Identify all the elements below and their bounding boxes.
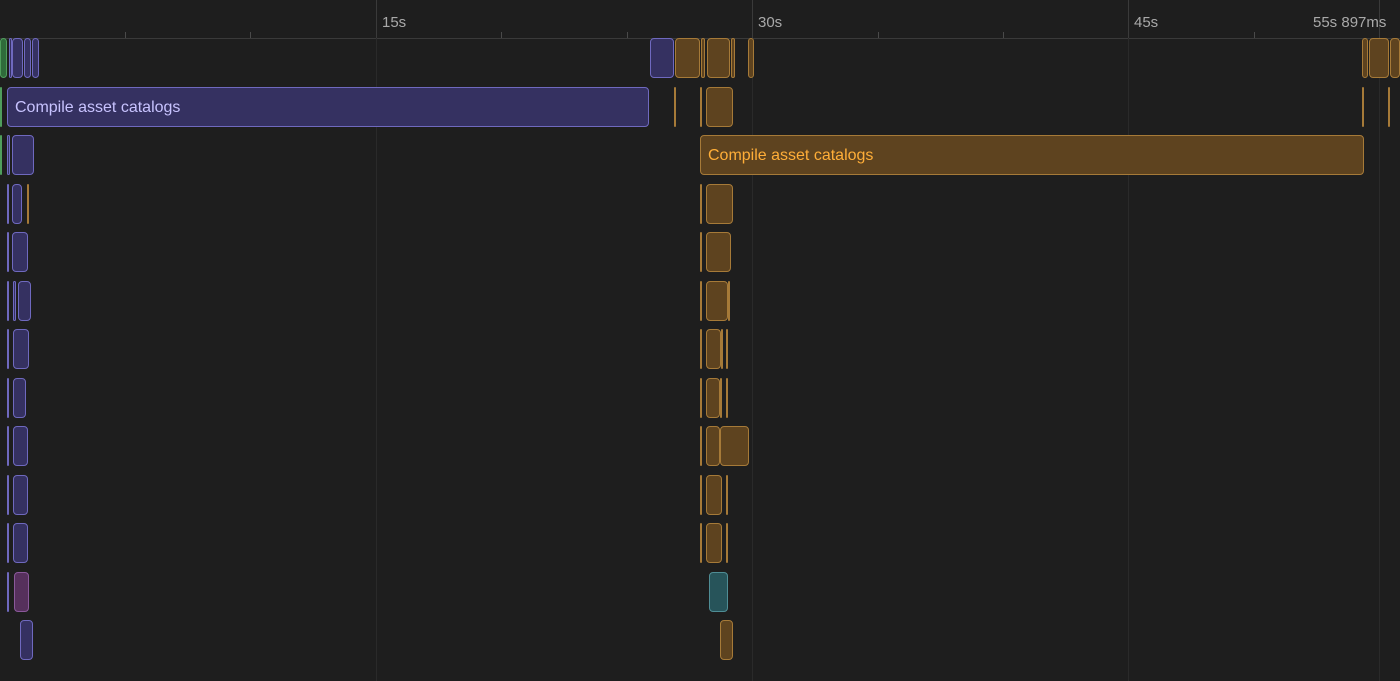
task-bar[interactable] — [720, 426, 749, 466]
task-bar[interactable] — [32, 38, 39, 78]
grid-line — [1128, 38, 1129, 681]
ruler-minor-tick — [250, 32, 251, 38]
task-bar[interactable] — [7, 329, 9, 369]
ruler-minor-tick — [878, 32, 879, 38]
task-bar[interactable] — [650, 38, 674, 78]
ruler-major-tick — [752, 0, 753, 38]
task-bar[interactable] — [12, 184, 22, 224]
task-bar[interactable] — [13, 281, 16, 321]
ruler-minor-tick — [1003, 32, 1004, 38]
task-bar[interactable] — [0, 135, 2, 175]
task-bar[interactable] — [1362, 38, 1368, 78]
task-bar[interactable] — [707, 38, 730, 78]
ruler-label-end: 55s 897ms — [1313, 14, 1387, 31]
task-bar[interactable] — [706, 523, 722, 563]
task-bar[interactable] — [12, 232, 28, 272]
ruler-minor-tick — [501, 32, 502, 38]
task-bar[interactable] — [706, 378, 720, 418]
task-bar[interactable] — [13, 475, 28, 515]
task-bar[interactable] — [706, 87, 733, 127]
task-bar[interactable] — [1388, 87, 1390, 127]
task-bar[interactable] — [7, 426, 9, 466]
task-bar[interactable] — [13, 378, 26, 418]
task-bar[interactable] — [7, 378, 9, 418]
task-bar[interactable] — [7, 475, 9, 515]
task-bar[interactable] — [7, 135, 10, 175]
task-bar[interactable] — [20, 620, 33, 660]
task-bar[interactable] — [12, 135, 34, 175]
task-bar[interactable] — [13, 426, 28, 466]
grid-line — [1379, 38, 1380, 681]
task-bar[interactable] — [700, 475, 702, 515]
time-ruler[interactable]: 15s 30s 45s 55s 897ms — [0, 0, 1400, 39]
task-bar[interactable] — [18, 281, 31, 321]
ruler-major-tick — [1128, 0, 1129, 38]
task-bar[interactable] — [700, 184, 702, 224]
task-bar[interactable] — [706, 184, 733, 224]
task-bar[interactable] — [731, 38, 735, 78]
task-bar[interactable] — [700, 232, 702, 272]
task-compile-asset-catalogs-purple[interactable]: Compile asset catalogs — [7, 87, 649, 127]
task-bar[interactable] — [700, 281, 702, 321]
task-bar[interactable] — [748, 38, 754, 78]
task-bar[interactable] — [0, 38, 7, 78]
task-bar[interactable] — [9, 38, 12, 78]
task-bar[interactable] — [675, 38, 700, 78]
task-bar[interactable] — [709, 572, 728, 612]
grid-line — [752, 38, 753, 681]
task-bar[interactable] — [726, 475, 728, 515]
ruler-label-45s: 45s — [1134, 14, 1159, 31]
task-bar[interactable] — [7, 572, 9, 612]
task-bar[interactable] — [1362, 87, 1364, 127]
task-bar[interactable] — [726, 378, 728, 418]
task-bar[interactable] — [27, 184, 29, 224]
task-bar[interactable] — [700, 378, 702, 418]
task-bar[interactable] — [720, 620, 733, 660]
grid-line — [376, 38, 377, 681]
task-bar[interactable] — [7, 232, 9, 272]
ruler-label-15s: 15s — [382, 14, 407, 31]
task-bar[interactable] — [12, 38, 23, 78]
task-bar[interactable] — [14, 572, 29, 612]
task-bar[interactable] — [13, 329, 29, 369]
task-bar[interactable] — [706, 232, 731, 272]
task-bar[interactable] — [706, 426, 720, 466]
task-bar[interactable] — [701, 38, 705, 78]
task-label: Compile asset catalogs — [708, 147, 874, 164]
ruler-minor-tick — [1254, 32, 1255, 38]
task-bar[interactable] — [706, 281, 728, 321]
task-bar[interactable] — [706, 475, 722, 515]
task-compile-asset-catalogs-orange[interactable]: Compile asset catalogs — [700, 135, 1364, 175]
task-bar[interactable] — [726, 329, 728, 369]
task-bar[interactable] — [700, 87, 702, 127]
task-lanes: Compile asset catalogs Compile asset cat… — [0, 38, 1400, 681]
ruler-minor-tick — [627, 32, 628, 38]
task-bar[interactable] — [24, 38, 31, 78]
task-bar[interactable] — [1390, 38, 1400, 78]
task-bar[interactable] — [700, 329, 702, 369]
ruler-major-tick — [1379, 0, 1380, 38]
ruler-label-30s: 30s — [758, 14, 783, 31]
task-bar[interactable] — [0, 87, 2, 127]
task-bar[interactable] — [721, 329, 723, 369]
task-bar[interactable] — [726, 523, 728, 563]
task-bar[interactable] — [700, 523, 702, 563]
task-bar[interactable] — [1369, 38, 1389, 78]
ruler-minor-tick — [125, 32, 126, 38]
task-bar[interactable] — [700, 426, 702, 466]
task-bar[interactable] — [706, 329, 721, 369]
task-label: Compile asset catalogs — [15, 99, 181, 116]
task-bar[interactable] — [7, 281, 9, 321]
task-bar[interactable] — [674, 87, 676, 127]
task-bar[interactable] — [720, 378, 722, 418]
task-bar[interactable] — [13, 523, 28, 563]
ruler-major-tick — [376, 0, 377, 38]
task-bar[interactable] — [7, 523, 9, 563]
task-bar[interactable] — [7, 184, 9, 224]
task-bar[interactable] — [728, 281, 730, 321]
